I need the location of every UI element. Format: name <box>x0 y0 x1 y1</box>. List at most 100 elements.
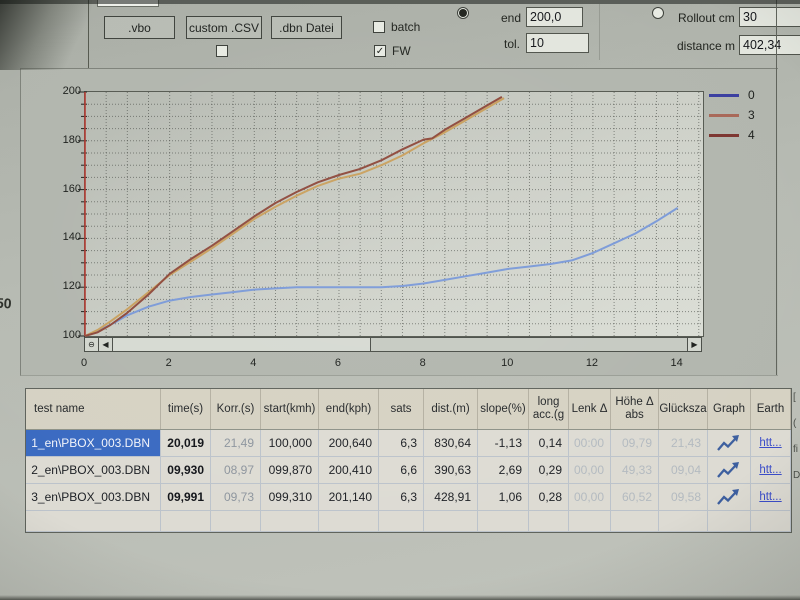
empty-cell <box>659 511 708 532</box>
series-line-4 <box>84 96 503 337</box>
test-name-cell[interactable]: 3_en\PBOX_003.DBN <box>26 484 161 511</box>
csv-option-checkbox[interactable] <box>216 45 228 57</box>
end-mode-radio[interactable] <box>457 7 469 19</box>
x-tick-label: 14 <box>670 357 683 369</box>
trend-up-arrow-icon[interactable] <box>708 430 751 457</box>
fw-checkbox[interactable]: ✓ <box>374 45 386 57</box>
value-cell-8: 00,00 <box>569 457 611 484</box>
column-header-10[interactable]: Höhe Δ abs <box>611 389 659 429</box>
value-cell-6: 2,69 <box>478 457 529 484</box>
legend-entry-3: 3 <box>709 105 773 125</box>
x-tick-label: 8 <box>419 357 426 369</box>
photo-corner-shadow <box>0 0 92 70</box>
column-header-2[interactable]: Korr.(s) <box>211 389 261 429</box>
y-tick-label: 200 <box>62 85 81 97</box>
test-name-cell[interactable]: 1_en\PBOX_003.DBN <box>26 430 161 457</box>
scroll-right-icon[interactable]: ▶ <box>687 338 701 351</box>
end-label: end <box>501 11 522 25</box>
column-header-0[interactable]: test name <box>26 389 161 429</box>
photo-bottom-edge <box>0 595 800 600</box>
earth-link[interactable]: htt... <box>751 430 791 457</box>
empty-cell <box>211 511 261 532</box>
empty-cell <box>611 511 659 532</box>
column-header-9[interactable]: Lenk Δ <box>569 389 611 429</box>
trend-up-arrow-icon[interactable] <box>708 457 751 484</box>
empty-cell <box>478 511 529 532</box>
legend-entry-4: 4 <box>709 125 773 145</box>
rollout-label: Rollout cm <box>678 11 735 25</box>
value-cell-10: 09,04 <box>659 457 708 484</box>
y-tick-label: 100 <box>62 329 81 341</box>
vbo-button[interactable]: .vbo <box>104 16 175 39</box>
value-cell-1: 08,97 <box>211 457 261 484</box>
legend-label: 3 <box>748 108 755 122</box>
column-header-4[interactable]: end(kph) <box>319 389 379 429</box>
zoom-out-icon[interactable]: ⊖ <box>85 338 99 351</box>
column-header-1[interactable]: time(s) <box>161 389 211 429</box>
toolbar-left-edge <box>88 0 89 68</box>
value-cell-10: 09,58 <box>659 484 708 511</box>
photo-artifact-fragment: ( <box>793 418 797 429</box>
series-line-0 <box>84 207 679 337</box>
value-cell-2: 099,870 <box>261 457 319 484</box>
photo-artifact-fragment: fi <box>793 444 798 455</box>
photo-artifact-fragment: [ <box>793 392 796 403</box>
scrollbar-thumb[interactable] <box>113 338 371 351</box>
tol-input[interactable] <box>526 33 589 53</box>
batch-checkbox[interactable] <box>373 21 385 33</box>
column-header-11[interactable]: Glücksza <box>659 389 708 429</box>
empty-cell <box>529 511 569 532</box>
empty-cell <box>161 511 211 532</box>
plot-area <box>78 91 704 337</box>
dbn-datei-button[interactable]: .dbn Datei <box>271 16 342 39</box>
legend-swatch <box>709 113 739 117</box>
table-row[interactable]: 3_en\PBOX_003.DBN 09,991 09,73 099,310 201,1… <box>26 484 791 511</box>
chart-canvas <box>78 91 703 337</box>
empty-cell <box>379 511 424 532</box>
legend-entry-0: 0 <box>709 85 773 105</box>
value-cell-5: 428,91 <box>424 484 478 511</box>
legend-swatch <box>709 93 739 97</box>
earth-link[interactable]: htt... <box>751 457 791 484</box>
value-cell-0: 20,019 <box>161 430 211 457</box>
x-tick-label: 6 <box>334 357 342 369</box>
series-line-3 <box>84 97 505 337</box>
scrollbar-track[interactable] <box>371 338 687 351</box>
empty-cell <box>261 511 319 532</box>
earth-link[interactable]: htt... <box>751 484 791 511</box>
legend-swatch <box>709 133 739 137</box>
legend-label: 0 <box>748 88 755 102</box>
column-header-12[interactable]: Graph <box>708 389 751 429</box>
top-input-sliver <box>97 0 159 7</box>
value-cell-3: 200,640 <box>319 430 379 457</box>
trend-up-arrow-icon[interactable] <box>708 484 751 511</box>
value-cell-5: 830,64 <box>424 430 478 457</box>
scroll-left-icon[interactable]: ◀ <box>99 338 113 351</box>
empty-cell <box>319 511 379 532</box>
results-table: test name time(s) Korr.(s) start(kmh) end(kp… <box>25 388 792 533</box>
end-input[interactable] <box>526 7 583 27</box>
column-header-8[interactable]: long acc.(g <box>529 389 569 429</box>
column-header-3[interactable]: start(kmh) <box>261 389 319 429</box>
column-header-6[interactable]: dist.(m) <box>424 389 478 429</box>
value-cell-8: 00:00 <box>569 430 611 457</box>
column-header-13[interactable]: Earth <box>751 389 791 429</box>
chart-scrollbar[interactable]: ⊖ ◀ ▶ <box>84 337 702 352</box>
empty-cell <box>569 511 611 532</box>
distance-input[interactable] <box>739 35 800 55</box>
rollout-input[interactable] <box>739 7 800 27</box>
test-name-cell[interactable]: 2_en\PBOX_003.DBN <box>26 457 161 484</box>
value-cell-2: 100,000 <box>261 430 319 457</box>
rollout-mode-radio[interactable] <box>652 7 664 19</box>
column-header-7[interactable]: slope(%) <box>478 389 529 429</box>
table-row[interactable]: 2_en\PBOX_003.DBN 09,930 08,97 099,870 200,4… <box>26 457 791 484</box>
value-cell-4: 6,6 <box>379 457 424 484</box>
table-row[interactable]: 1_en\PBOX_003.DBN 20,019 21,49 100,000 200,6… <box>26 430 791 457</box>
value-cell-7: 0,28 <box>529 484 569 511</box>
value-cell-3: 200,410 <box>319 457 379 484</box>
y-tick-label: 160 <box>62 182 81 195</box>
custom-csv-button[interactable]: custom .CSV <box>186 16 262 39</box>
column-header-5[interactable]: sats <box>379 389 424 429</box>
empty-cell <box>708 511 751 532</box>
